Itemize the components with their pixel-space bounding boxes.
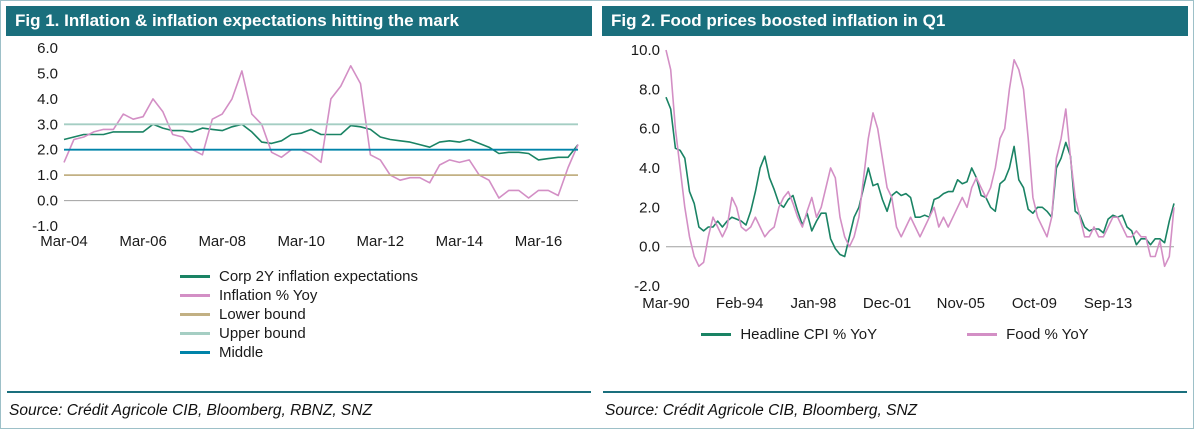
svg-text:-1.0: -1.0 — [32, 218, 58, 235]
legend-item: Lower bound — [179, 306, 306, 323]
fig2-title: Fig 2. Food prices boosted inflation in … — [602, 6, 1188, 36]
legend-swatch-icon — [179, 294, 210, 297]
legend-label: Lower bound — [218, 306, 306, 323]
legend-swatch-icon — [179, 351, 210, 354]
fig1-legend: Corp 2Y inflation expectations Inflation … — [179, 268, 418, 361]
spacer — [602, 343, 1188, 391]
legend-swatch-icon — [179, 313, 210, 316]
svg-text:Mar-14: Mar-14 — [435, 233, 483, 250]
legend-swatch-icon — [179, 332, 210, 335]
svg-text:Mar-16: Mar-16 — [514, 233, 562, 250]
svg-text:Oct-09: Oct-09 — [1011, 295, 1056, 312]
svg-text:4.0: 4.0 — [639, 160, 660, 177]
fig2-legend: Headline CPI % YoY Food % YoY — [602, 326, 1188, 343]
legend-item: Corp 2Y inflation expectations — [179, 268, 418, 285]
legend-label: Corp 2Y inflation expectations — [218, 268, 418, 285]
panel-fig2: Fig 2. Food prices boosted inflation in … — [602, 6, 1188, 423]
svg-text:2.0: 2.0 — [37, 142, 58, 159]
fig1-divider — [7, 391, 591, 393]
legend-item: Food % YoY — [967, 326, 1089, 343]
svg-text:5.0: 5.0 — [37, 65, 58, 82]
svg-text:1.0: 1.0 — [37, 167, 58, 184]
legend-label: Upper bound — [218, 325, 306, 342]
svg-text:6.0: 6.0 — [639, 121, 660, 138]
svg-text:-2.0: -2.0 — [634, 278, 660, 295]
svg-text:2.0: 2.0 — [639, 199, 660, 216]
svg-text:10.0: 10.0 — [630, 42, 659, 59]
fig2-divider — [603, 391, 1187, 393]
legend-label: Inflation % Yoy — [218, 287, 318, 304]
svg-text:Mar-06: Mar-06 — [119, 233, 167, 250]
legend-label: Headline CPI % YoY — [740, 326, 878, 343]
legend-swatch-icon — [967, 333, 998, 336]
svg-text:6.0: 6.0 — [37, 40, 58, 57]
svg-text:Nov-05: Nov-05 — [936, 295, 984, 312]
svg-text:4.0: 4.0 — [37, 91, 58, 108]
svg-text:0.0: 0.0 — [639, 239, 660, 256]
legend-item: Inflation % Yoy — [179, 287, 318, 304]
fig1-title: Fig 1. Inflation & inflation expectation… — [6, 6, 592, 36]
legend-item: Upper bound — [179, 325, 306, 342]
legend-label: Middle — [218, 344, 264, 361]
legend-item: Headline CPI % YoY — [701, 326, 877, 343]
fig1-legend-wrap: Corp 2Y inflation expectations Inflation … — [6, 266, 592, 361]
fig2-source: Source: Crédit Agricole CIB, Bloomberg, … — [605, 402, 918, 419]
svg-text:Feb-94: Feb-94 — [715, 295, 763, 312]
legend-swatch-icon — [179, 275, 210, 278]
svg-text:Mar-12: Mar-12 — [356, 233, 404, 250]
svg-text:Mar-04: Mar-04 — [40, 233, 88, 250]
spacer — [6, 361, 592, 391]
legend-label: Food % YoY — [1006, 326, 1089, 343]
legend-item: Middle — [179, 344, 264, 361]
svg-text:Jan-98: Jan-98 — [790, 295, 836, 312]
svg-text:Mar-08: Mar-08 — [198, 233, 246, 250]
svg-text:Mar-90: Mar-90 — [642, 295, 690, 312]
svg-text:3.0: 3.0 — [37, 116, 58, 133]
panel-fig1: Fig 1. Inflation & inflation expectation… — [6, 6, 592, 423]
svg-text:Dec-01: Dec-01 — [862, 295, 910, 312]
legend-swatch-icon — [701, 333, 732, 336]
svg-text:Mar-10: Mar-10 — [277, 233, 325, 250]
svg-text:0.0: 0.0 — [37, 193, 58, 210]
fig1-source: Source: Crédit Agricole CIB, Bloomberg, … — [9, 402, 372, 419]
svg-text:8.0: 8.0 — [639, 81, 660, 98]
svg-text:Sep-13: Sep-13 — [1083, 295, 1131, 312]
